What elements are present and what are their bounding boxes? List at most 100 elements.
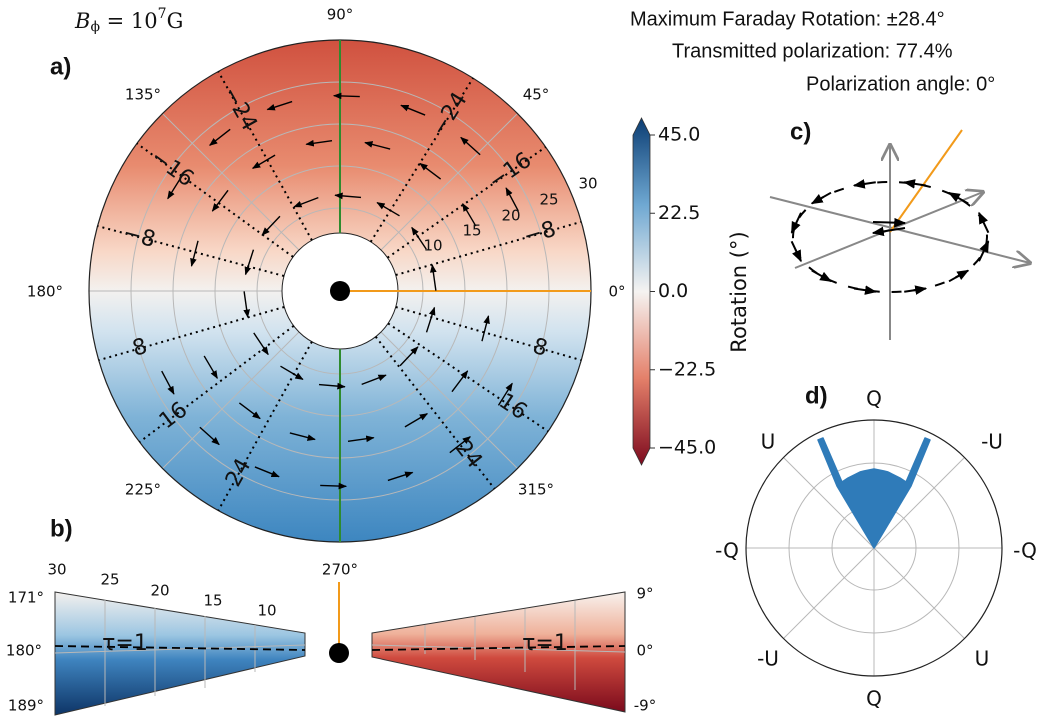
radius-label: 15 [203, 592, 222, 610]
arrow [244, 249, 255, 276]
contour-line [136, 142, 294, 258]
arrow [364, 141, 391, 150]
center-dot [329, 643, 349, 663]
colorbar: 45.0 22.5 0.0 −22.5 −45.0 [632, 117, 716, 466]
header-line: Maximum Faraday Rotation: ±28.4° [630, 8, 945, 30]
panel-label: a) [50, 53, 71, 80]
arrow [852, 179, 876, 189]
arrow [238, 402, 261, 420]
arrow [425, 306, 436, 333]
angle-label: 180° [27, 283, 63, 301]
arrow [853, 285, 877, 295]
arrow [460, 136, 481, 156]
field-text: = 10 [100, 9, 158, 33]
arrow [790, 240, 802, 263]
header-line: Transmitted polarization: 77.4% [672, 40, 953, 62]
polar-panel [88, 39, 592, 543]
contour-line [386, 146, 547, 259]
contour-line [395, 306, 582, 362]
arrow [947, 191, 969, 205]
arrow [190, 240, 199, 267]
arrow [280, 365, 304, 381]
polarization-histogram [817, 437, 931, 549]
radius-label: 15 [462, 222, 481, 240]
panel-label: c) [790, 118, 811, 145]
angle-label: 189° [8, 697, 44, 715]
radius-label: 30 [47, 561, 66, 579]
arrow [361, 374, 387, 386]
arrow [811, 269, 833, 283]
angle-label: 270° [322, 561, 358, 579]
arrow [203, 355, 218, 380]
contour-line [98, 306, 285, 362]
arrow [334, 192, 362, 200]
arrow [266, 100, 293, 111]
arrow [253, 332, 269, 356]
radius-label: 10 [257, 602, 276, 620]
arrow [429, 264, 437, 291]
axis-label: U [761, 430, 776, 454]
right-wedge [371, 591, 626, 713]
contour-label: 8 [130, 334, 150, 362]
axis-label: -U [757, 647, 779, 671]
panel-label: d) [805, 382, 828, 409]
colorbar-tick-label: 45.0 [658, 124, 700, 146]
tau-label: τ=1 [102, 631, 148, 656]
angle-label: 180° [6, 642, 42, 660]
colorbar-tick-label: −22.5 [658, 358, 716, 380]
arrow [305, 139, 333, 147]
angle-label: 90° [327, 6, 354, 24]
arrow [978, 240, 990, 262]
arrow [404, 413, 429, 428]
polarization-ellipse [792, 181, 988, 293]
angle-label: 0° [636, 642, 653, 660]
axis-label: Q [866, 687, 882, 711]
axes-3d [769, 145, 1030, 340]
arrow [903, 179, 927, 189]
arrow [293, 196, 319, 208]
arrow [261, 215, 281, 236]
center-dot [330, 281, 350, 301]
contour-line [369, 77, 474, 243]
panel-label: b) [50, 515, 73, 542]
arrow [505, 187, 519, 212]
arrow [161, 370, 175, 395]
arrow [399, 346, 419, 367]
field-symbol: B [74, 9, 90, 33]
field-subscript: ϕ [90, 19, 100, 35]
arrow [481, 315, 490, 342]
arrow [318, 382, 346, 390]
field-exponent: 7 [158, 6, 167, 22]
arrow [209, 128, 231, 146]
angle-label: 45° [523, 86, 550, 104]
arrow [790, 212, 802, 234]
axis-label: U [975, 647, 990, 671]
outer-ring [745, 419, 1003, 677]
arrow [462, 202, 477, 227]
field-unit: G [167, 9, 184, 33]
contour-line [138, 325, 295, 443]
contour-line [217, 70, 313, 241]
angle-label: 171° [8, 589, 44, 607]
arrow [251, 154, 276, 169]
field-label: Bϕ = 107G [74, 6, 183, 35]
arrow [254, 466, 280, 478]
contour-line [374, 336, 496, 490]
arrow [497, 382, 513, 406]
arrow [872, 217, 907, 228]
tau-line [54, 645, 626, 651]
orange-line [889, 129, 963, 233]
contour-line [395, 220, 582, 276]
arrow [199, 426, 220, 446]
arrow [948, 269, 970, 283]
radius-label: 25 [100, 571, 119, 589]
axis-label: -U [981, 430, 1003, 454]
radius-label: 10 [423, 237, 442, 255]
arrow [332, 92, 360, 100]
colorbar-label: Rotation (°) [727, 231, 751, 352]
angle-label: 135° [125, 86, 161, 104]
colorbar-tick-label: −45.0 [658, 437, 716, 459]
contour-line [217, 341, 313, 512]
angle-label: 0° [608, 283, 625, 301]
